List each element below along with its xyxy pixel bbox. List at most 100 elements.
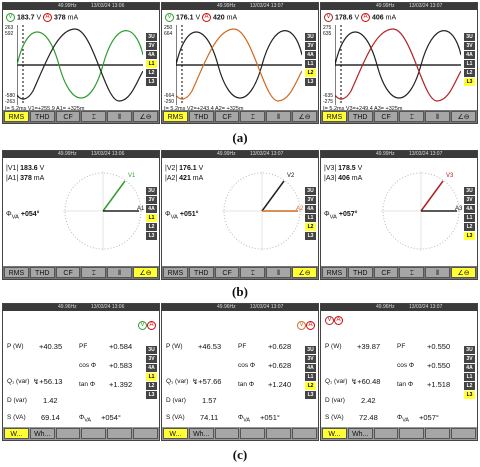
sel-3u[interactable]: 3U xyxy=(305,346,316,354)
tab-energy[interactable]: Wh... xyxy=(188,428,214,439)
tab-phasor[interactable]: ∠⊖ xyxy=(133,267,158,278)
sel-l1[interactable]: L1 xyxy=(146,373,157,381)
sel-4a[interactable]: 4A xyxy=(146,364,157,372)
tab-rms[interactable]: RMS xyxy=(4,111,29,122)
tab-empty-3[interactable] xyxy=(266,428,292,439)
sel-l1[interactable]: L1 xyxy=(305,60,316,68)
sel-l2[interactable]: L2 xyxy=(464,223,475,231)
tab-harmonics[interactable]: ⦀ xyxy=(107,267,133,278)
sel-l1[interactable]: L1 xyxy=(464,373,475,381)
tab-energy[interactable]: Wh... xyxy=(347,428,373,439)
tab-min-max[interactable]: ⌶ xyxy=(81,111,107,122)
sel-l3[interactable]: L3 xyxy=(464,232,475,240)
tab-rms[interactable]: RMS xyxy=(322,267,347,278)
sel-4a[interactable]: 4A xyxy=(146,51,157,59)
tab-empty-3[interactable] xyxy=(107,428,133,439)
sel-3v[interactable]: 3V xyxy=(146,196,157,204)
tab-thd[interactable]: THD xyxy=(188,111,214,122)
sel-3u[interactable]: 3U xyxy=(146,187,157,195)
tab-min-max[interactable]: ⌶ xyxy=(240,267,266,278)
tab-power[interactable]: W... xyxy=(322,428,347,439)
tab-empty-1[interactable] xyxy=(55,428,81,439)
sel-l2[interactable]: L2 xyxy=(305,382,316,390)
sel-3v[interactable]: 3V xyxy=(464,196,475,204)
phase-selector[interactable]: 3U 3V 4A L1 L2 L3 xyxy=(146,33,157,86)
phase-selector[interactable]: 3U 3V 4A L1 L2 L3 xyxy=(464,346,475,399)
sel-l2[interactable]: L2 xyxy=(146,382,157,390)
sel-l1[interactable]: L1 xyxy=(146,60,157,68)
tab-thd[interactable]: THD xyxy=(188,267,214,278)
tab-cf[interactable]: CF xyxy=(55,111,81,122)
sel-l1[interactable]: L1 xyxy=(464,60,475,68)
tab-empty-2[interactable] xyxy=(81,428,107,439)
tab-harmonics[interactable]: ⦀ xyxy=(425,111,451,122)
phase-selector[interactable]: 3U 3V 4A L1 L2 L3 xyxy=(146,346,157,399)
tab-cf[interactable]: CF xyxy=(214,267,240,278)
sel-3u[interactable]: 3U xyxy=(464,33,475,41)
sel-3v[interactable]: 3V xyxy=(305,355,316,363)
tab-min-max[interactable]: ⌶ xyxy=(399,111,425,122)
phase-selector[interactable]: 3U 3V 4A L1 L2 L3 xyxy=(305,33,316,86)
tab-empty-1[interactable] xyxy=(373,428,399,439)
tab-phasor[interactable]: ∠⊖ xyxy=(451,267,476,278)
tab-phasor[interactable]: ∠⊖ xyxy=(292,267,317,278)
sel-l3[interactable]: L3 xyxy=(305,78,316,86)
sel-3v[interactable]: 3V xyxy=(464,42,475,50)
phase-selector[interactable]: 3U 3V 4A L1 L2 L3 xyxy=(146,187,157,240)
tab-power[interactable]: W... xyxy=(4,428,29,439)
tab-cf[interactable]: CF xyxy=(373,111,399,122)
sel-l3[interactable]: L3 xyxy=(464,78,475,86)
tab-phasor[interactable]: ∠⊖ xyxy=(133,111,158,122)
sel-l3[interactable]: L3 xyxy=(146,78,157,86)
sel-l3[interactable]: L3 xyxy=(305,232,316,240)
sel-l1[interactable]: L1 xyxy=(305,373,316,381)
sel-3v[interactable]: 3V xyxy=(464,355,475,363)
sel-l3[interactable]: L3 xyxy=(464,391,475,399)
phase-selector[interactable]: 3U 3V 4A L1 L2 L3 xyxy=(464,187,475,240)
sel-4a[interactable]: 4A xyxy=(146,205,157,213)
sel-3v[interactable]: 3V xyxy=(305,196,316,204)
tab-harmonics[interactable]: ⦀ xyxy=(107,111,133,122)
phase-selector[interactable]: 3U 3V 4A L1 L2 L3 xyxy=(305,346,316,399)
sel-4a[interactable]: 4A xyxy=(464,205,475,213)
sel-3u[interactable]: 3U xyxy=(305,33,316,41)
tab-cf[interactable]: CF xyxy=(373,267,399,278)
sel-l2[interactable]: L2 xyxy=(146,223,157,231)
tab-thd[interactable]: THD xyxy=(347,267,373,278)
tab-empty-4[interactable] xyxy=(292,428,317,439)
tab-harmonics[interactable]: ⦀ xyxy=(425,267,451,278)
tab-phasor[interactable]: ∠⊖ xyxy=(292,111,317,122)
sel-l2[interactable]: L2 xyxy=(305,69,316,77)
tab-thd[interactable]: THD xyxy=(29,267,55,278)
sel-3u[interactable]: 3U xyxy=(464,187,475,195)
sel-4a[interactable]: 4A xyxy=(305,51,316,59)
sel-3u[interactable]: 3U xyxy=(146,33,157,41)
tab-empty-4[interactable] xyxy=(451,428,476,439)
sel-3u[interactable]: 3U xyxy=(464,346,475,354)
sel-l1[interactable]: L1 xyxy=(305,214,316,222)
tab-min-max[interactable]: ⌶ xyxy=(399,267,425,278)
sel-4a[interactable]: 4A xyxy=(464,51,475,59)
sel-l2[interactable]: L2 xyxy=(464,69,475,77)
sel-3u[interactable]: 3U xyxy=(305,187,316,195)
tab-energy[interactable]: Wh... xyxy=(29,428,55,439)
tab-cf[interactable]: CF xyxy=(214,111,240,122)
tab-phasor[interactable]: ∠⊖ xyxy=(451,111,476,122)
sel-l3[interactable]: L3 xyxy=(146,232,157,240)
sel-l1[interactable]: L1 xyxy=(464,214,475,222)
sel-l2[interactable]: L2 xyxy=(305,223,316,231)
sel-l1[interactable]: L1 xyxy=(146,214,157,222)
sel-4a[interactable]: 4A xyxy=(305,205,316,213)
tab-harmonics[interactable]: ⦀ xyxy=(266,267,292,278)
sel-l2[interactable]: L2 xyxy=(146,69,157,77)
sel-l3[interactable]: L3 xyxy=(305,391,316,399)
tab-thd[interactable]: THD xyxy=(29,111,55,122)
sel-4a[interactable]: 4A xyxy=(464,364,475,372)
tab-empty-2[interactable] xyxy=(399,428,425,439)
sel-l2[interactable]: L2 xyxy=(464,382,475,390)
tab-thd[interactable]: THD xyxy=(347,111,373,122)
phase-selector[interactable]: 3U 3V 4A L1 L2 L3 xyxy=(464,33,475,86)
sel-3v[interactable]: 3V xyxy=(146,355,157,363)
sel-4a[interactable]: 4A xyxy=(305,364,316,372)
sel-3v[interactable]: 3V xyxy=(305,42,316,50)
